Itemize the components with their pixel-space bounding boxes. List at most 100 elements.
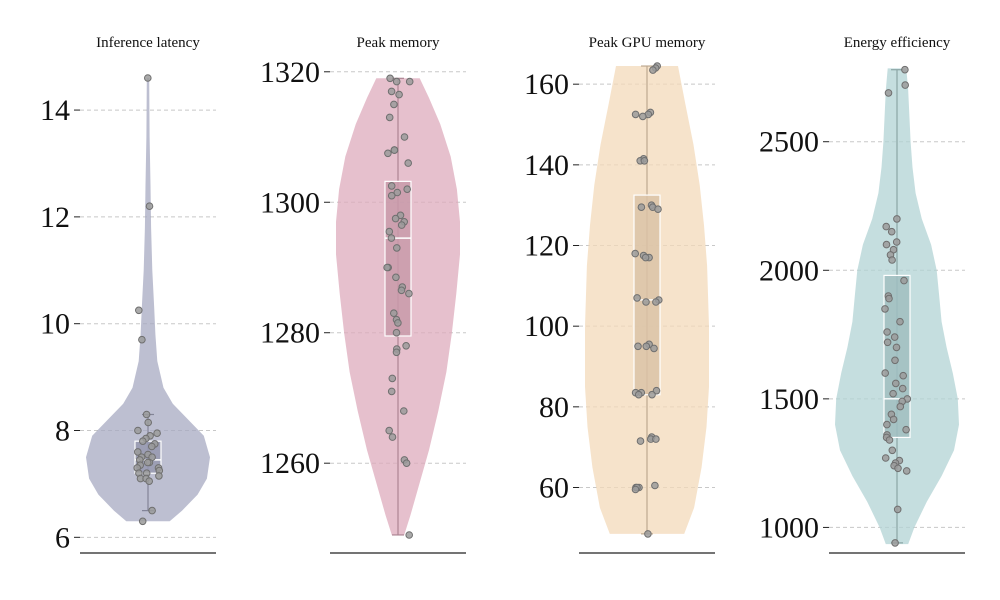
data-point (896, 402, 905, 411)
data-point (882, 222, 891, 231)
data-point (881, 454, 890, 462)
data-point (881, 305, 889, 313)
data-point (888, 446, 897, 455)
y-tick-label: 1260 (260, 447, 320, 480)
panel-title: Inference latency (96, 35, 200, 51)
data-point (388, 433, 397, 441)
data-point (893, 505, 902, 514)
data-point (392, 273, 400, 282)
y-tick-label: 1000 (759, 511, 819, 544)
data-point (400, 407, 408, 415)
data-point (901, 65, 909, 74)
data-point (383, 263, 391, 272)
data-point (390, 100, 398, 109)
data-point (392, 328, 401, 337)
data-point (652, 435, 660, 443)
data-point (642, 298, 650, 306)
y-tick-label: 1280 (260, 317, 320, 350)
y-tick-label: 10 (40, 308, 70, 341)
data-point (394, 319, 402, 327)
y-tick-label: 80 (539, 391, 569, 424)
data-point (393, 244, 401, 252)
data-point (391, 214, 400, 223)
box-iqr (633, 194, 661, 396)
data-point (896, 317, 904, 326)
data-point (390, 309, 398, 318)
data-point (884, 89, 893, 97)
data-point (142, 410, 151, 419)
panel-3: Peak GPU memory 60 80 100 120 140 160 (524, 35, 715, 554)
data-point (392, 348, 401, 357)
data-point (901, 81, 910, 89)
data-point (654, 205, 662, 213)
data-point (384, 149, 392, 158)
data-point (889, 389, 897, 398)
data-point (139, 437, 147, 446)
data-point (885, 294, 893, 303)
data-point (652, 298, 660, 306)
data-point (894, 464, 902, 473)
data-point (387, 87, 396, 96)
data-point (138, 517, 147, 526)
data-point (385, 227, 394, 236)
y-tick-label: 1500 (759, 383, 819, 416)
data-point (397, 286, 406, 295)
data-point (134, 448, 142, 456)
y-tick-label: 140 (524, 149, 569, 182)
data-point (405, 289, 413, 298)
data-point (387, 234, 396, 242)
data-point (883, 328, 891, 336)
y-tick-label: 8 (55, 415, 70, 448)
data-point (650, 344, 658, 353)
data-point (403, 185, 412, 193)
data-point (143, 458, 152, 467)
data-point (636, 437, 645, 445)
data-point (402, 459, 411, 468)
data-point (138, 335, 146, 344)
data-point (642, 342, 651, 351)
data-point (902, 425, 910, 434)
data-point (387, 191, 396, 200)
y-tick-label: 2000 (759, 254, 819, 287)
panel-title: Peak GPU memory (589, 35, 706, 51)
data-point (890, 333, 899, 341)
data-point (385, 113, 394, 122)
data-point (900, 276, 908, 285)
data-point (649, 66, 657, 74)
panel-4: Energy efficiency 1000 1500 2000 2500 (759, 35, 965, 554)
data-point (648, 390, 656, 399)
data-point (640, 157, 649, 165)
data-point (639, 112, 647, 121)
data-point (135, 306, 143, 315)
data-point (882, 240, 891, 249)
y-tick-label: 12 (40, 201, 70, 234)
y-tick-label: 2500 (759, 126, 819, 159)
data-point (637, 203, 646, 211)
data-point (892, 343, 901, 352)
box-iqr (883, 274, 911, 439)
y-tick-label: 60 (539, 472, 569, 505)
data-point (892, 379, 900, 388)
data-point (387, 387, 396, 396)
data-point (404, 159, 413, 167)
data-point (891, 539, 899, 547)
data-point (631, 485, 640, 494)
data-point (392, 77, 401, 86)
data-point (888, 256, 896, 264)
data-point (634, 390, 643, 399)
data-point (651, 481, 659, 490)
data-point (634, 342, 642, 351)
data-point (400, 133, 409, 141)
data-point (388, 374, 397, 383)
data-point (891, 356, 899, 365)
data-point (386, 74, 394, 83)
panel-title: Peak memory (357, 35, 440, 51)
data-point (393, 188, 402, 197)
y-tick-label: 6 (55, 521, 70, 554)
data-point (633, 294, 641, 302)
data-point (405, 77, 414, 86)
data-point (893, 215, 901, 223)
data-point (155, 472, 163, 480)
data-point (641, 253, 650, 262)
